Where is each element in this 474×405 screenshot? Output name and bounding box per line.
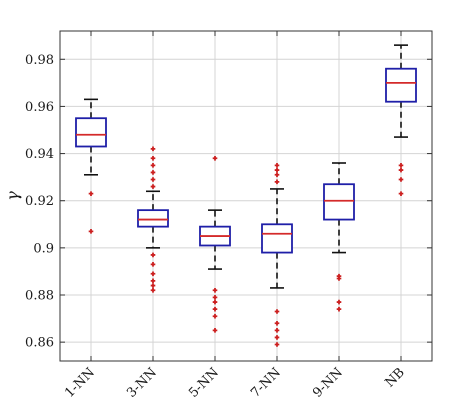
outlier-point (274, 167, 280, 173)
outlier-point (150, 146, 156, 152)
outlier-point (150, 184, 156, 189)
outlier-point (212, 155, 218, 161)
outlier-point (150, 262, 156, 267)
outlier-point (398, 177, 404, 182)
y-tick-label: 0.86 (25, 336, 54, 351)
outlier-point (336, 276, 342, 281)
outlier-point (212, 295, 218, 300)
outlier-point (274, 328, 280, 333)
outlier-point (274, 172, 280, 178)
y-tick-label: 0.88 (25, 289, 54, 304)
y-tick-label: 0.94 (25, 147, 54, 162)
outlier-point (150, 278, 156, 284)
iqr-box (323, 183, 355, 221)
y-tick-label: 0.9 (33, 241, 54, 256)
grid-lines (60, 31, 432, 361)
outlier-point (150, 163, 156, 168)
outlier-point (274, 309, 280, 314)
outlier-point (88, 229, 94, 234)
y-axis-label: γ (3, 191, 22, 201)
outlier-point (150, 177, 156, 182)
outlier-point (274, 179, 280, 185)
outlier-point (336, 299, 342, 305)
outlier-point (150, 271, 156, 277)
outlier-point (212, 328, 218, 333)
outlier-point (150, 252, 156, 258)
outlier-point (274, 335, 280, 340)
outlier-point (398, 191, 404, 196)
y-tick-label: 0.98 (25, 53, 54, 68)
outlier-point (212, 287, 218, 293)
outlier-point (336, 306, 342, 312)
outlier-point (150, 155, 156, 161)
y-tick-label: 0.92 (25, 194, 54, 209)
box-9-nn (323, 162, 355, 312)
outlier-point (88, 191, 94, 196)
outlier-point (212, 306, 218, 312)
outlier-point (150, 283, 156, 288)
box-7-nn (261, 163, 293, 347)
outlier-point (274, 342, 280, 347)
iqr-box (261, 223, 293, 254)
boxes-layer (75, 44, 417, 347)
iqr-box (137, 209, 169, 228)
box-3-nn (137, 146, 169, 293)
outlier-point (212, 299, 218, 305)
y-tick-label: 0.96 (25, 100, 54, 115)
plot-frame (59, 30, 433, 362)
outlier-point (398, 163, 404, 168)
outlier-point (398, 167, 404, 173)
outlier-point (212, 313, 218, 319)
box-5-nn (199, 155, 231, 333)
box-nb (385, 44, 417, 196)
outlier-point (274, 163, 280, 168)
iqr-box (385, 67, 417, 103)
box-1-nn (75, 98, 107, 234)
outlier-point (150, 170, 156, 175)
iqr-box (75, 117, 107, 148)
outlier-point (274, 320, 280, 326)
outlier-point (150, 287, 156, 293)
